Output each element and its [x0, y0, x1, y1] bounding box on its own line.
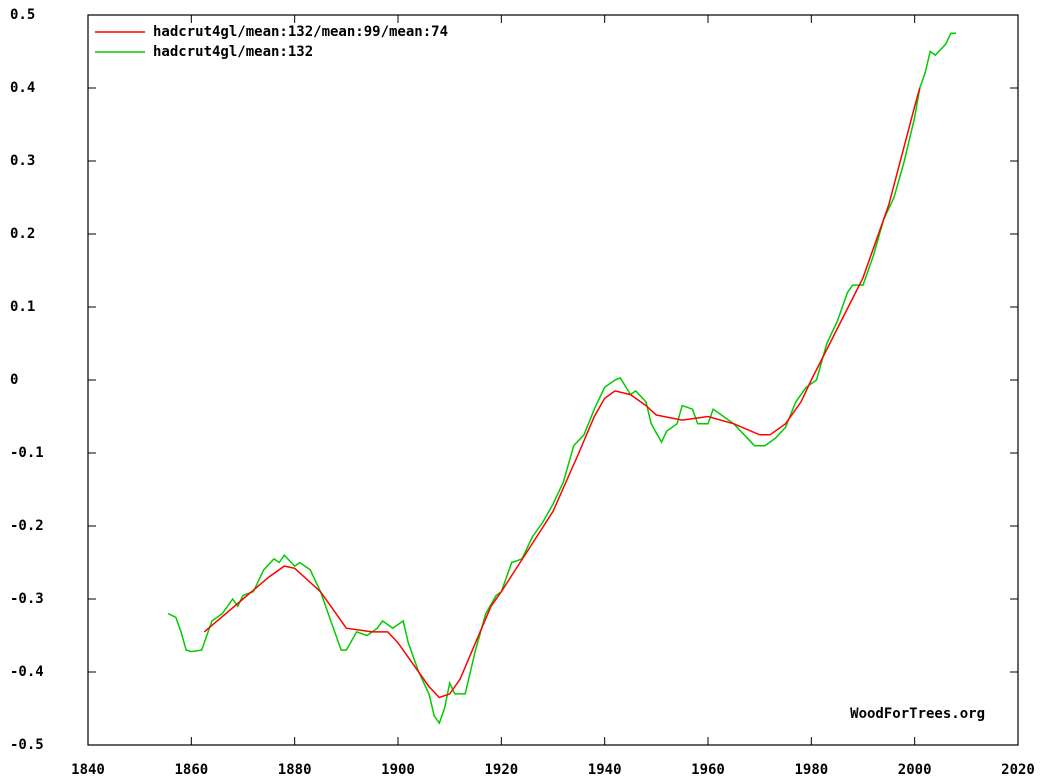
y-tick-label: -0.4	[10, 664, 44, 680]
x-tick-label: 1900	[381, 762, 415, 778]
y-tick-label: -0.3	[10, 591, 44, 607]
y-tick-label: -0.1	[10, 445, 44, 461]
series-line	[203, 87, 921, 699]
y-tick-label: 0	[10, 372, 18, 388]
x-tick-label: 1960	[691, 762, 725, 778]
y-tick-label: 0.1	[10, 299, 35, 315]
x-tick-label: 2020	[1001, 762, 1035, 778]
y-tick-label: 0.3	[10, 153, 35, 169]
x-tick-label: 1880	[278, 762, 312, 778]
y-tick-label: -0.5	[10, 737, 44, 753]
x-tick-label: 2000	[898, 762, 932, 778]
y-tick-label: -0.2	[10, 518, 44, 534]
x-tick-label: 1840	[71, 762, 105, 778]
legend-label: hadcrut4gl/mean:132	[153, 44, 313, 60]
watermark: WoodForTrees.org	[850, 706, 985, 722]
y-tick-label: 0.4	[10, 80, 35, 96]
x-tick-label: 1920	[484, 762, 518, 778]
y-tick-label: 0.5	[10, 7, 35, 23]
y-tick-label: 0.2	[10, 226, 35, 242]
series-line	[167, 32, 956, 725]
x-tick-label: 1940	[588, 762, 622, 778]
plot-frame	[87, 14, 1019, 746]
x-tick-label: 1860	[174, 762, 208, 778]
x-tick-label: 1980	[794, 762, 828, 778]
legend-label: hadcrut4gl/mean:132/mean:99/mean:74	[153, 24, 448, 40]
